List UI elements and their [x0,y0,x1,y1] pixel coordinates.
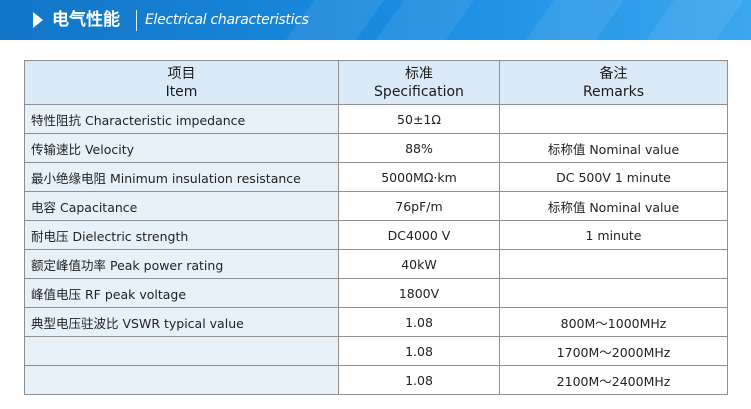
item-cell [24,336,339,366]
section-banner: 电气性能 Electrical characteristics [0,0,751,40]
spec-cell: DC4000 V [338,220,500,250]
section-title-cn: 电气性能 [52,10,120,30]
remark-cell: 1 minute [499,220,728,250]
table-row: 耐电压 Dielectric strength DC4000 V 1 minut… [24,220,728,250]
table-row: 特性阻抗 Characteristic impedance 50±1Ω [24,104,728,134]
triangle-arrow-right-icon [33,12,43,28]
header-spec-en: Specification [374,83,464,100]
header-item: 项目 Item [24,60,339,105]
item-cell: 电容 Capacitance [24,191,339,221]
item-cell: 传输速比 Velocity [24,133,339,163]
spec-cell: 76pF/m [338,191,500,221]
header-spec-cn: 标准 [405,65,433,82]
spec-cell: 5000MΩ·km [338,162,500,192]
banner-stripe [525,0,625,40]
table-row: 额定峰值功率 Peak power rating 40kW [24,249,728,279]
item-cell: 特性阻抗 Characteristic impedance [24,104,339,134]
table-row: 最小绝缘电阻 Minimum insulation resistance 500… [24,162,728,192]
header-item-en: Item [165,83,198,100]
remark-cell: DC 500V 1 minute [499,162,728,192]
table-row: 1.08 2100M～2400MHz [24,365,728,395]
item-cell: 峰值电压 RF peak voltage [24,278,339,308]
spec-cell: 1.08 [338,365,500,395]
header-remarks: 备注 Remarks [499,60,728,105]
spec-cell: 1.08 [338,307,500,337]
table-row: 1.08 1700M～2000MHz [24,336,728,366]
header-remarks-en: Remarks [582,83,645,100]
item-cell: 额定峰值功率 Peak power rating [24,249,339,279]
table-row: 峰值电压 RF peak voltage 1800V [24,278,728,308]
spec-cell: 1800V [338,278,500,308]
header-spec: 标准 Specification [338,60,500,105]
spec-cell: 88% [338,133,500,163]
item-cell: 耐电压 Dielectric strength [24,220,339,250]
remark-cell: 标称值 Nominal value [499,191,728,221]
remark-cell [499,278,728,308]
electrical-characteristics-table: 项目 Item 标准 Specification 备注 Remarks 特性阻抗… [24,60,728,395]
remark-cell: 1700M～2000MHz [499,336,728,366]
table-row: 传输速比 Velocity 88% 标称值 Nominal value [24,133,728,163]
item-cell: 典型电压驻波比 VSWR typical value [24,307,339,337]
table-row: 电容 Capacitance 76pF/m 标称值 Nominal value [24,191,728,221]
table-header-row: 项目 Item 标准 Specification 备注 Remarks [24,60,728,105]
spec-cell: 50±1Ω [338,104,500,134]
header-remarks-cn: 备注 [599,65,628,82]
remark-cell: 2100M～2400MHz [499,365,728,395]
title-divider [136,10,137,31]
banner-stripe [645,0,745,40]
remark-cell [499,104,728,134]
banner-stripe [375,0,475,40]
item-cell: 最小绝缘电阻 Minimum insulation resistance [24,162,339,192]
section-title-en: Electrical characteristics [145,12,309,28]
remark-cell: 标称值 Nominal value [499,133,728,163]
spec-cell: 40kW [338,249,500,279]
remark-cell [499,249,728,279]
table-row: 典型电压驻波比 VSWR typical value 1.08 800M～100… [24,307,728,337]
header-item-cn: 项目 [167,65,196,82]
spec-cell: 1.08 [338,336,500,366]
item-cell [24,365,339,395]
remark-cell: 800M～1000MHz [499,307,728,337]
